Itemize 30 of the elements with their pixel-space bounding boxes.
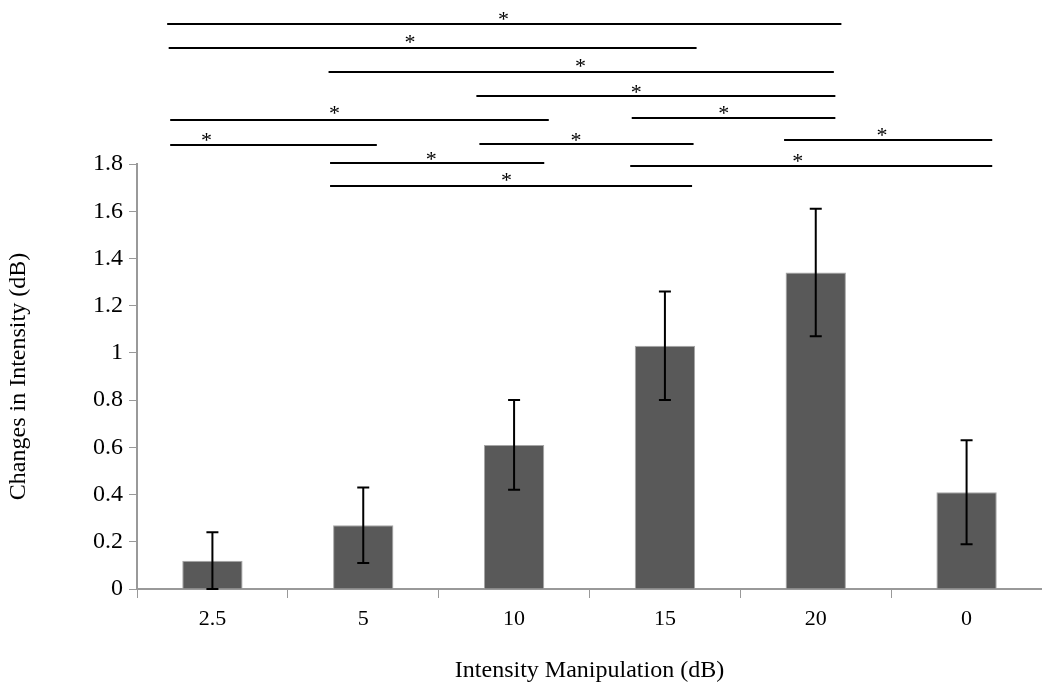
x-tick-label: 10 — [503, 604, 526, 630]
y-tick-label: 0.6 — [93, 432, 123, 459]
text: * — [404, 28, 416, 54]
text: * — [718, 99, 730, 125]
x-tick-label: 20 — [804, 604, 827, 630]
text: * — [574, 52, 586, 78]
annotation: * — [425, 145, 437, 171]
text: * — [876, 121, 888, 147]
text: * — [498, 5, 510, 31]
y-tick-label: 0.8 — [93, 385, 123, 412]
y-axis-title: Changes in Intensity (dB) — [3, 252, 30, 501]
text: * — [630, 78, 642, 104]
x-axis-title: Intensity Manipulation (dB) — [454, 655, 725, 682]
annotation: * — [792, 147, 804, 173]
y-tick-label: 0 — [111, 574, 123, 601]
x-tick-label: 0 — [961, 604, 973, 630]
text: * — [329, 99, 341, 125]
y-tick-label: 1.8 — [93, 149, 123, 176]
y-tick-label: 1 — [111, 338, 123, 365]
text: * — [570, 126, 582, 152]
y-tick-label: 0.2 — [93, 527, 123, 554]
x-tick-label: 15 — [653, 604, 676, 630]
y-tick-label: 1.4 — [93, 243, 123, 270]
annotation: * — [501, 166, 513, 192]
text: * — [200, 126, 212, 152]
y-tick-label: 1.2 — [93, 290, 123, 317]
y-tick-label: 0.4 — [93, 479, 123, 506]
y-tick-label: 1.6 — [93, 196, 123, 223]
x-tick-label: 5 — [357, 604, 369, 630]
x-tick-label: 2.5 — [198, 604, 227, 630]
